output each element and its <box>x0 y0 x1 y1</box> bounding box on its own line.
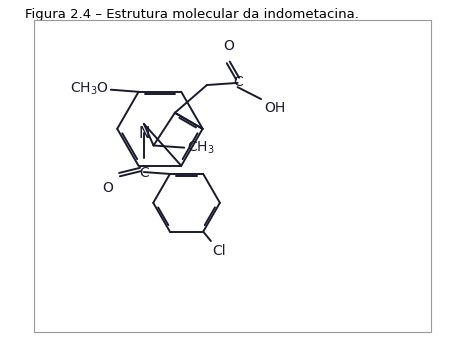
Text: N: N <box>138 126 150 141</box>
Text: Figura 2.4 – Estrutura molecular da indometacina.: Figura 2.4 – Estrutura molecular da indo… <box>26 8 359 21</box>
Text: C: C <box>139 166 149 180</box>
Text: CH$_3$O: CH$_3$O <box>70 81 109 97</box>
Text: OH: OH <box>265 101 286 115</box>
Text: C: C <box>233 75 243 89</box>
Text: Cl: Cl <box>213 245 226 259</box>
Text: O: O <box>102 181 113 196</box>
Text: O: O <box>223 38 234 52</box>
Text: CH$_3$: CH$_3$ <box>187 140 215 156</box>
